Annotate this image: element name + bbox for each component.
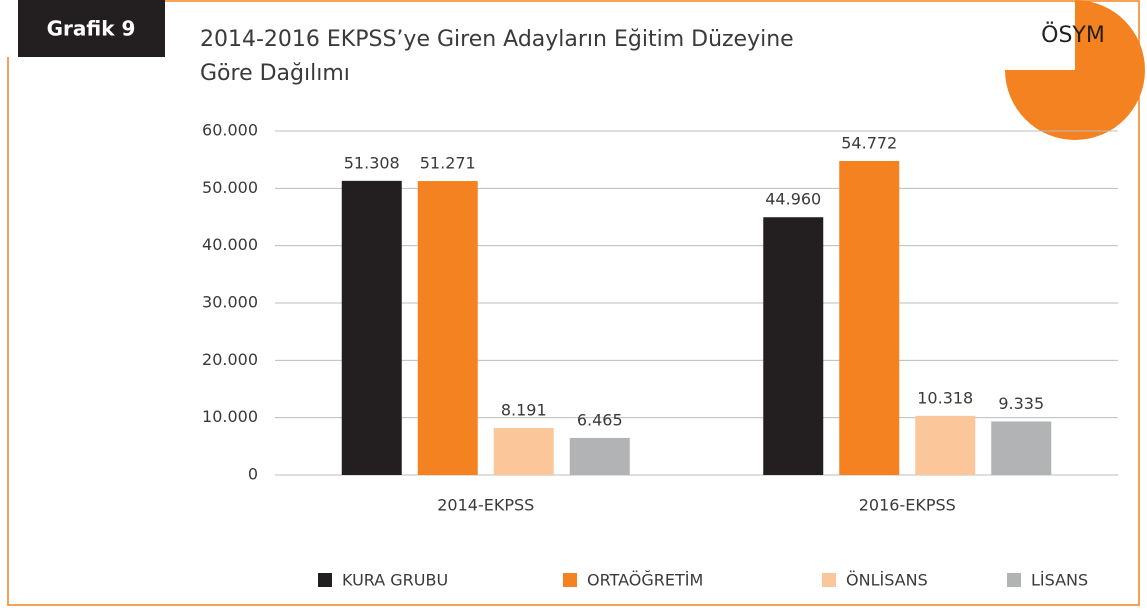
y-tick-label: 60.000 xyxy=(202,121,258,140)
y-tick-label: 0 xyxy=(248,465,258,484)
badge: Grafik 9 xyxy=(47,17,136,41)
y-tick-label: 10.000 xyxy=(202,407,258,426)
legend-swatch xyxy=(822,573,836,587)
bar xyxy=(493,428,554,475)
value-label: 10.318 xyxy=(917,388,973,407)
legend-label: ORTAÖĞRETİM xyxy=(587,571,703,590)
bar xyxy=(417,181,478,475)
legend-swatch xyxy=(563,573,577,587)
x-tick-label: 2014-EKPSS xyxy=(437,496,534,515)
bar xyxy=(839,160,900,475)
legend-swatch xyxy=(318,573,332,587)
chart-title: Göre Dağılımı xyxy=(200,61,350,86)
y-tick-label: 40.000 xyxy=(202,235,258,254)
chart-title: 2014-2016 EKPSS’ye Giren Adayların Eğiti… xyxy=(200,27,794,52)
legend-label: ÖNLİSANS xyxy=(846,571,928,590)
value-label: 9.335 xyxy=(998,394,1044,413)
value-label: 51.308 xyxy=(344,153,400,172)
y-tick-label: 30.000 xyxy=(202,293,258,312)
bar xyxy=(341,180,402,475)
bar xyxy=(569,437,630,475)
value-label: 44.960 xyxy=(765,190,821,209)
logo: ÖSYM xyxy=(1041,22,1105,48)
value-label: 51.271 xyxy=(420,154,476,173)
bar xyxy=(915,415,976,475)
y-tick-label: 20.000 xyxy=(202,350,258,369)
value-label: 54.772 xyxy=(841,133,897,152)
legend-label: KURA GRUBU xyxy=(342,571,448,590)
y-tick-label: 50.000 xyxy=(202,178,258,197)
frame xyxy=(7,0,1140,606)
logo-shape xyxy=(1005,0,1145,140)
x-tick-label: 2016-EKPSS xyxy=(859,496,956,515)
bar xyxy=(763,217,824,475)
bar xyxy=(991,421,1052,475)
value-label: 6.465 xyxy=(577,410,623,429)
legend-swatch xyxy=(1007,573,1021,587)
value-label: 8.191 xyxy=(501,401,547,420)
legend-label: LİSANS xyxy=(1031,571,1088,590)
badge-box xyxy=(18,0,165,57)
